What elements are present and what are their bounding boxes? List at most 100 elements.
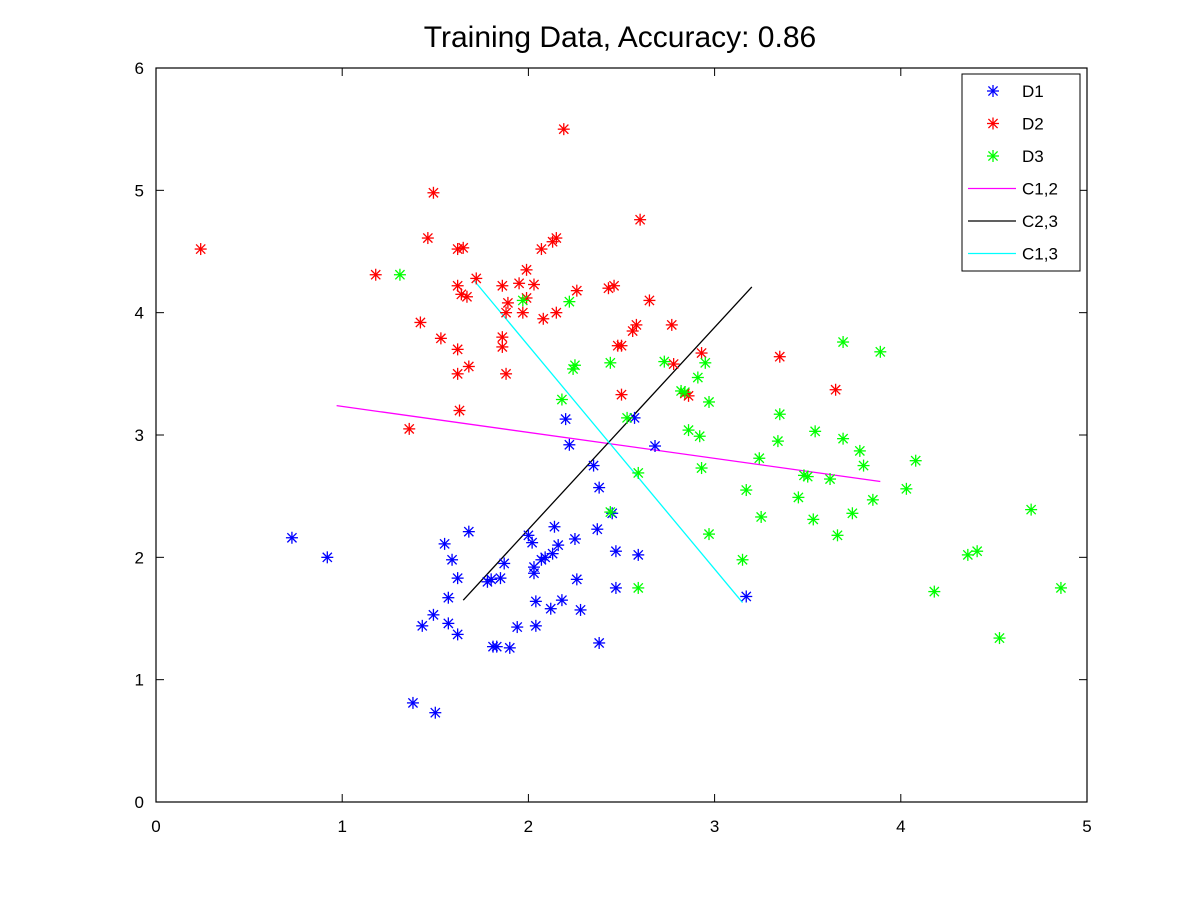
point-d1 <box>498 557 511 570</box>
point-d3 <box>703 528 716 541</box>
point-d1 <box>563 438 576 451</box>
point-d3 <box>831 529 844 542</box>
point-d1 <box>321 551 334 564</box>
point-d1 <box>406 696 419 709</box>
x-tick-label: 1 <box>337 817 346 836</box>
legend-label-d2: D2 <box>1022 115 1044 134</box>
point-d2 <box>369 268 382 281</box>
point-d1 <box>740 590 753 603</box>
legend: D1 D2 D3 C1,2 C2,3 C1,3 <box>961 73 1081 272</box>
legend-label-c2-3: C2,3 <box>1022 212 1058 231</box>
y-tick-label: 6 <box>135 59 144 78</box>
classifier-lines <box>336 280 881 604</box>
point-d3 <box>695 462 708 475</box>
point-d3 <box>809 425 822 438</box>
point-d3 <box>753 452 766 465</box>
point-d2 <box>513 277 526 290</box>
point-d2 <box>460 290 473 303</box>
y-tick-label: 0 <box>135 793 144 812</box>
point-d1 <box>527 567 540 580</box>
point-d3 <box>1054 581 1067 594</box>
point-d1 <box>559 413 572 426</box>
legend-box <box>961 73 1081 272</box>
plot-area <box>155 67 1088 803</box>
point-d3 <box>632 581 645 594</box>
legend-label-c1-2: C1,2 <box>1022 180 1058 199</box>
point-d3 <box>837 336 850 349</box>
point-d3 <box>516 294 529 307</box>
point-d1 <box>593 636 606 649</box>
point-d1 <box>429 706 442 719</box>
point-d3 <box>693 430 706 443</box>
legend-swatch-d1 <box>987 85 999 97</box>
y-tick-label: 5 <box>135 181 144 200</box>
point-d3 <box>699 356 712 369</box>
point-d3 <box>691 371 704 384</box>
point-d1 <box>446 553 459 566</box>
line-c1-3 <box>473 280 744 604</box>
point-d3 <box>682 424 695 437</box>
point-d2 <box>643 294 656 307</box>
point-d2 <box>615 388 628 401</box>
y-tick-label: 4 <box>135 304 144 323</box>
point-d3 <box>853 444 866 457</box>
point-d3 <box>393 268 406 281</box>
legend-label-d3: D3 <box>1022 147 1044 166</box>
point-d3 <box>857 459 870 472</box>
point-d1 <box>529 595 542 608</box>
point-d2 <box>462 360 475 373</box>
point-d3 <box>971 545 984 558</box>
point-d2 <box>667 358 680 371</box>
point-d2 <box>516 306 529 319</box>
point-d3 <box>632 466 645 479</box>
point-d2 <box>496 340 509 353</box>
point-d1 <box>593 481 606 494</box>
point-d1 <box>462 525 475 538</box>
point-d3 <box>837 432 850 445</box>
point-d1 <box>570 573 583 586</box>
point-d2 <box>695 347 708 360</box>
point-d2 <box>500 306 513 319</box>
x-tick-label: 5 <box>1082 817 1091 836</box>
point-d2 <box>496 279 509 292</box>
legend-label-c1-3: C1,3 <box>1022 245 1058 264</box>
axis-ticks: 0 1 2 3 4 5 0 1 2 3 4 5 6 <box>135 59 1092 836</box>
point-d3 <box>928 585 941 598</box>
point-d3 <box>568 359 581 372</box>
point-d2 <box>634 213 647 226</box>
x-tick-label: 2 <box>524 817 533 836</box>
point-d1 <box>451 628 464 641</box>
point-d1 <box>587 459 600 472</box>
y-tick-label: 1 <box>135 671 144 690</box>
point-d1 <box>494 572 507 585</box>
point-d2 <box>535 243 548 256</box>
point-d2 <box>434 332 447 345</box>
point-d2 <box>527 278 540 291</box>
point-d1 <box>555 594 568 607</box>
point-d3 <box>1025 503 1038 516</box>
point-d1 <box>544 602 557 615</box>
point-d3 <box>961 548 974 561</box>
point-d3 <box>874 345 887 358</box>
point-d2 <box>414 316 427 329</box>
point-d1 <box>548 520 561 533</box>
point-d1 <box>442 617 455 630</box>
point-d1 <box>568 532 581 545</box>
point-d2 <box>470 272 483 285</box>
legend-label-d1: D1 <box>1022 82 1044 101</box>
point-d1 <box>552 539 565 552</box>
point-d1 <box>526 536 539 549</box>
point-d2 <box>557 123 570 136</box>
point-d1 <box>490 640 503 653</box>
point-d3 <box>658 355 671 368</box>
point-d1 <box>485 573 498 586</box>
data-points <box>194 123 1067 719</box>
point-d1 <box>416 619 429 632</box>
point-d2 <box>451 367 464 380</box>
point-d1 <box>546 547 559 560</box>
point-d3 <box>678 386 691 399</box>
point-d2 <box>550 232 563 245</box>
chart-title: Training Data, Accuracy: 0.86 <box>424 21 816 54</box>
point-d3 <box>555 393 568 406</box>
